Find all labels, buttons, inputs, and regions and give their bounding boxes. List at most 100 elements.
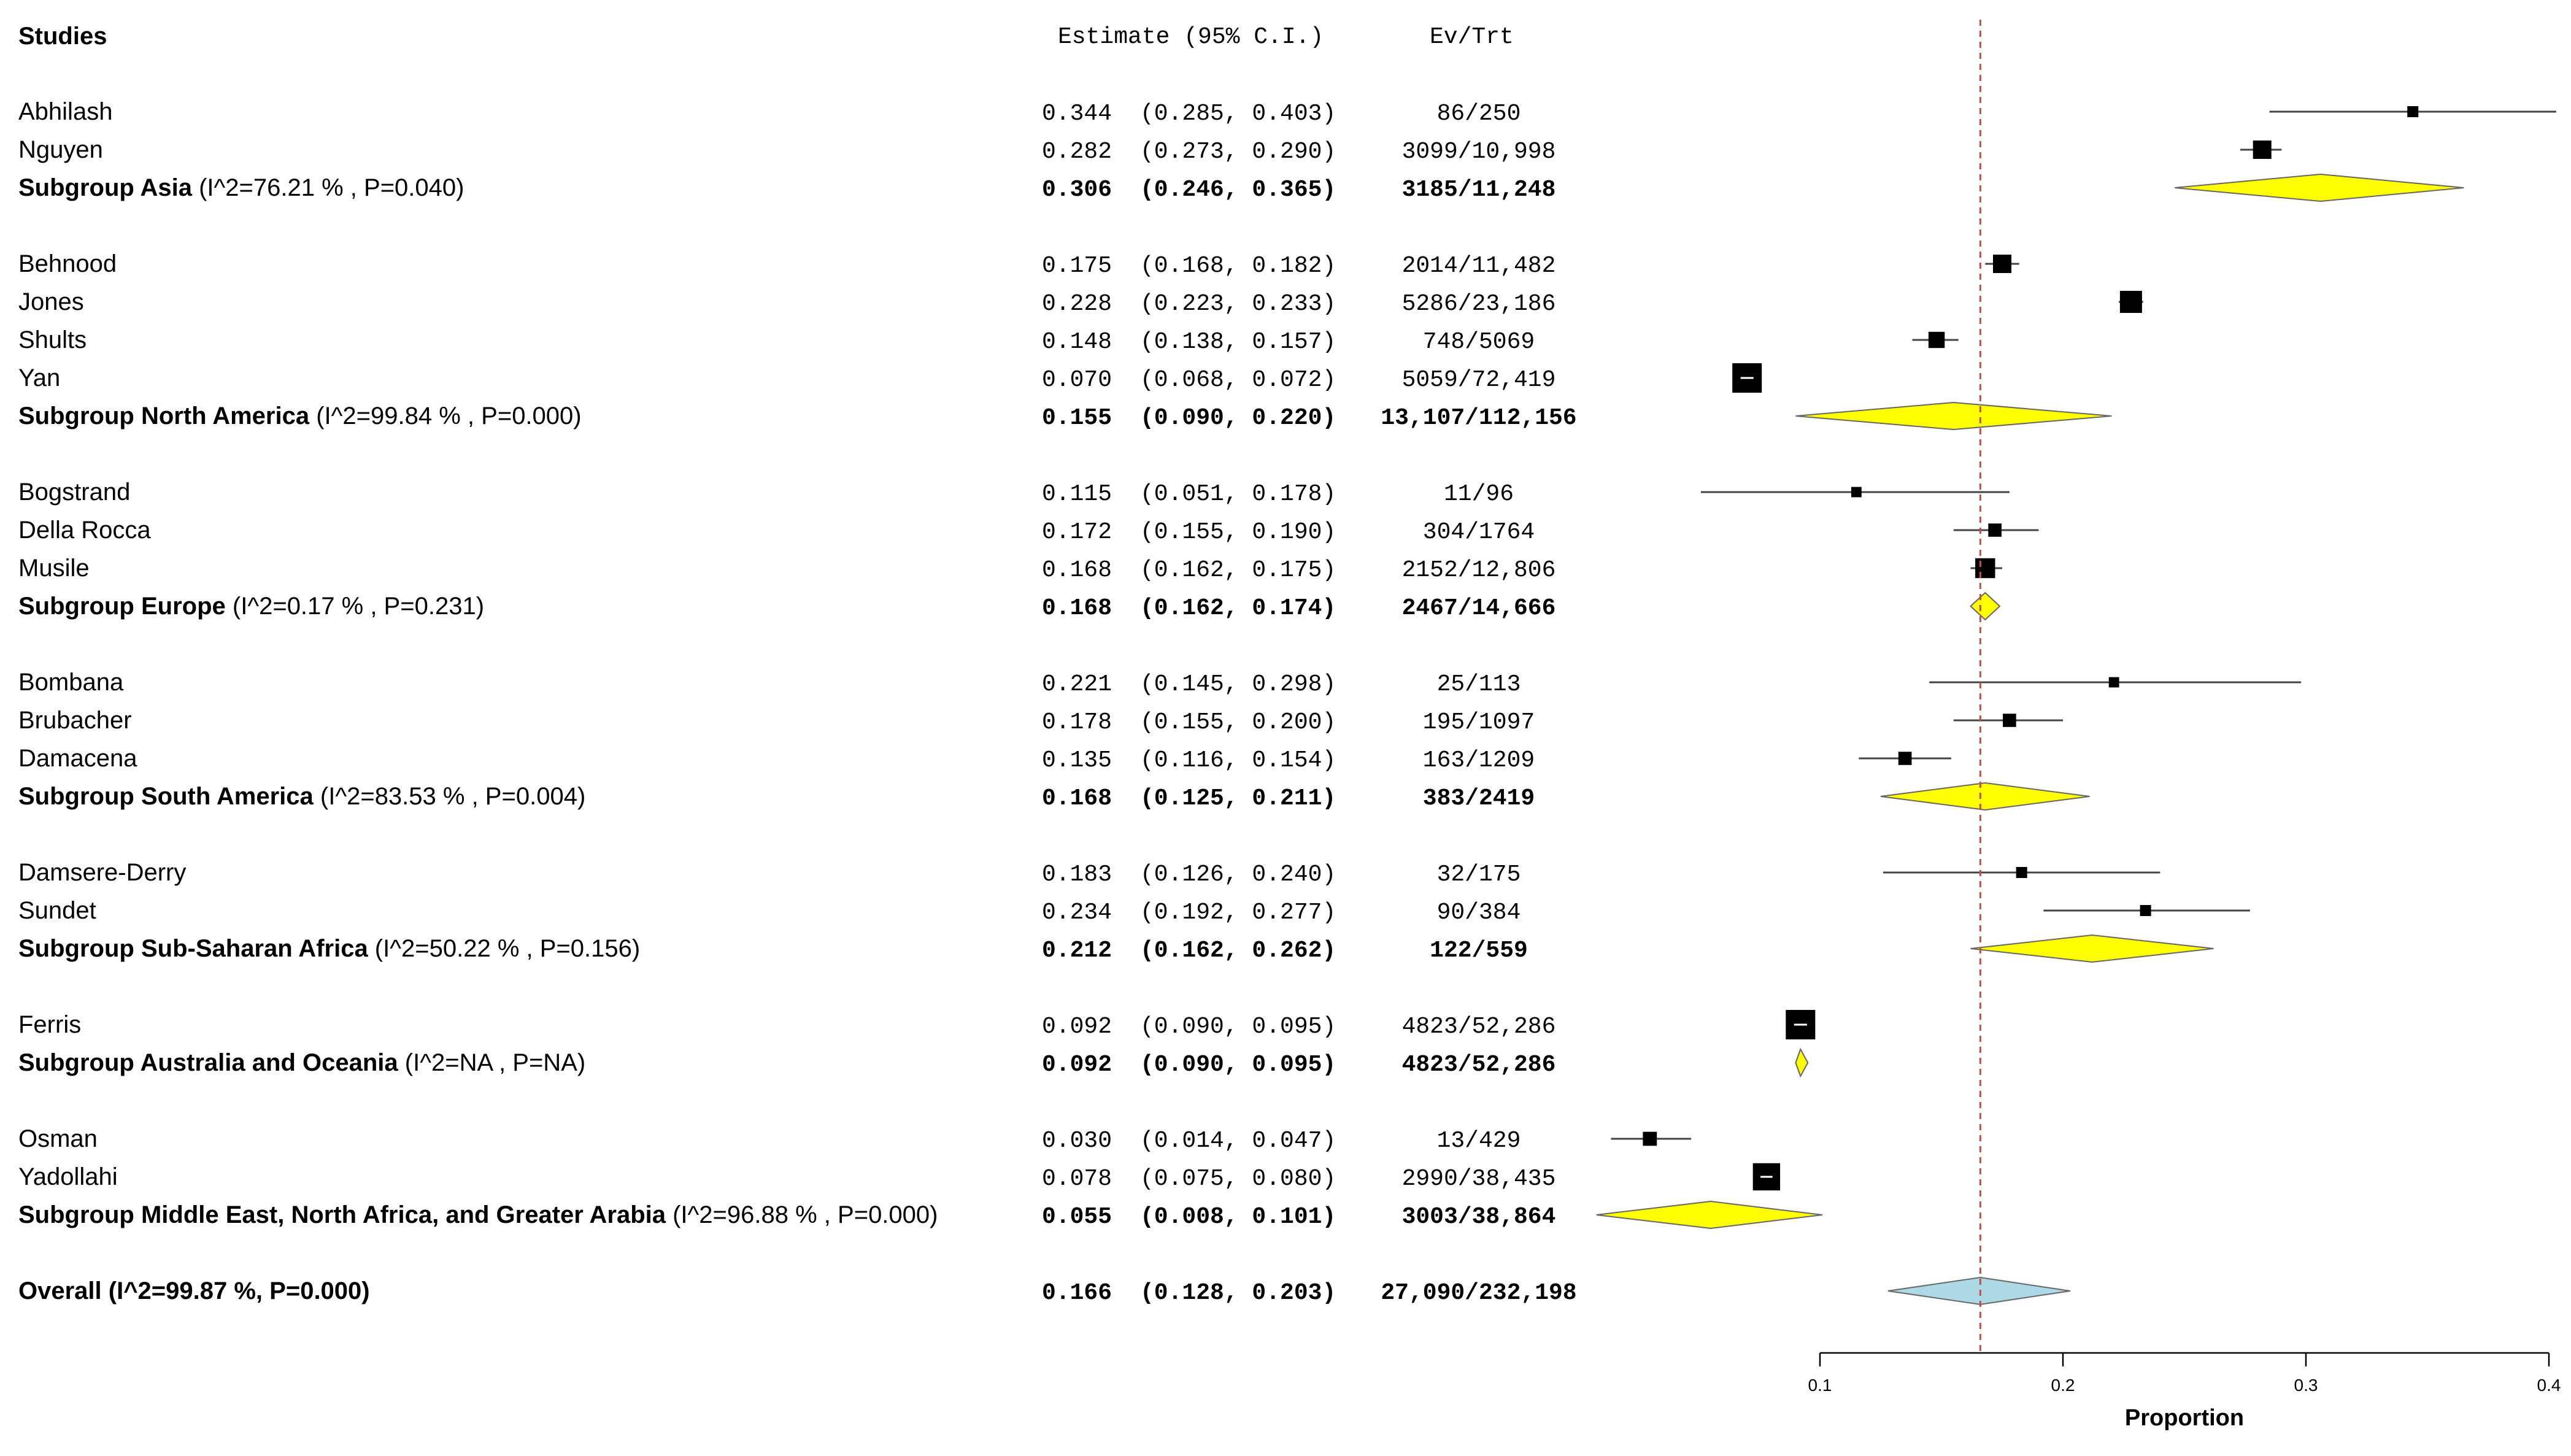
- subgroup-stats: (I^2=76.21 % , P=0.040): [192, 174, 464, 201]
- events-value: 90/384: [1437, 899, 1521, 926]
- estimate-value: 0.168: [1042, 785, 1112, 812]
- study-marker: [2253, 141, 2272, 159]
- study-label: Jones: [18, 288, 84, 315]
- estimate-value: 0.228: [1042, 291, 1112, 317]
- ci-value: (0.155, 0.190): [1140, 519, 1336, 545]
- subgroup-label: Subgroup Middle East, North Africa, and …: [18, 1201, 938, 1228]
- subgroup-label: Subgroup North America (I^2=99.84 % , P=…: [18, 403, 582, 429]
- row-label-text: Subgroup Middle East, North Africa, and …: [18, 1201, 666, 1228]
- study-label: Bombana: [18, 669, 124, 696]
- row-label-text: Ferris: [18, 1011, 81, 1038]
- estimate-value: 0.070: [1042, 367, 1112, 393]
- events-header: Ev/Trt: [1430, 24, 1514, 50]
- events-value: 3003/38,864: [1402, 1204, 1556, 1230]
- events-value: 4823/52,286: [1402, 1052, 1556, 1078]
- table-rows: Abhilash 0.344 (0.285, 0.403) 86/250 Nguyen 0…: [18, 98, 1577, 1306]
- estimate-value: 0.078: [1042, 1166, 1112, 1192]
- estimate-value: 0.166: [1042, 1280, 1112, 1306]
- estimate-value: 0.234: [1042, 899, 1112, 926]
- row-label-text: Abhilash: [18, 98, 112, 125]
- ci-value: (0.162, 0.175): [1140, 557, 1336, 584]
- ci-value: (0.008, 0.101): [1140, 1204, 1336, 1230]
- subgroup-label: Subgroup Sub-Saharan Africa (I^2=50.22 %…: [18, 935, 640, 962]
- study-marker: [1975, 558, 1995, 579]
- estimate-value: 0.178: [1042, 709, 1112, 736]
- column-headers: Studies Estimate (95% C.I.) Ev/Trt: [18, 23, 1514, 50]
- plot-area: [1596, 20, 2556, 1353]
- events-value: 11/96: [1444, 481, 1514, 507]
- row-label-text: Subgroup Asia: [18, 174, 193, 201]
- study-label: Bogstrand: [18, 479, 130, 506]
- study-label: Osman: [18, 1125, 98, 1152]
- study-label: Brubacher: [18, 707, 132, 734]
- estimate-value: 0.135: [1042, 747, 1112, 774]
- subgroup-diamond: [1880, 782, 2090, 811]
- study-label: Shults: [18, 326, 87, 353]
- events-value: 5286/23,186: [1402, 291, 1556, 317]
- row-label-text: Subgroup Australia and Oceania: [18, 1049, 398, 1076]
- overall-diamond: [1887, 1276, 2071, 1306]
- subgroup-diamond: [1795, 401, 2112, 431]
- subgroup-diamond: [1596, 1200, 1823, 1230]
- ci-value: (0.051, 0.178): [1140, 481, 1336, 507]
- study-label: Ferris: [18, 1011, 81, 1038]
- ci-value: (0.223, 0.233): [1140, 291, 1336, 317]
- ci-value: (0.162, 0.262): [1140, 938, 1336, 964]
- row-label-text: Damsere-Derry: [18, 859, 186, 886]
- events-value: 13/429: [1437, 1128, 1521, 1154]
- row-label-text: Musile: [18, 555, 90, 582]
- events-value: 86/250: [1437, 101, 1521, 127]
- studies-header: Studies: [18, 23, 107, 50]
- subgroup-diamond: [2175, 173, 2464, 202]
- estimate-value: 0.168: [1042, 557, 1112, 584]
- study-marker: [2016, 867, 2027, 878]
- subgroup-stats: (I^2=50.22 % , P=0.156): [368, 935, 641, 962]
- x-tick-label: 0.1: [1808, 1376, 1832, 1395]
- ci-value: (0.273, 0.290): [1140, 139, 1336, 165]
- estimate-value: 0.212: [1042, 938, 1112, 964]
- study-label: Damsere-Derry: [18, 859, 186, 886]
- ci-value: (0.075, 0.080): [1140, 1166, 1336, 1192]
- estimate-value: 0.092: [1042, 1014, 1112, 1040]
- study-label: Abhilash: [18, 98, 112, 125]
- estimate-value: 0.168: [1042, 595, 1112, 622]
- study-label: Della Rocca: [18, 517, 151, 544]
- subgroup-stats: (I^2=NA , P=NA): [398, 1049, 586, 1076]
- row-label-text: Behnood: [18, 250, 117, 277]
- estimate-value: 0.155: [1042, 405, 1112, 431]
- events-value: 3185/11,248: [1402, 177, 1556, 203]
- study-marker: [1851, 487, 1862, 498]
- study-label: Musile: [18, 555, 90, 582]
- estimate-value: 0.175: [1042, 253, 1112, 279]
- subgroup-label: Subgroup Europe (I^2=0.17 % , P=0.231): [18, 593, 484, 620]
- estimate-value: 0.172: [1042, 519, 1112, 545]
- row-label-text: Subgroup North America: [18, 403, 310, 429]
- study-marker: [1988, 523, 2002, 537]
- subgroup-stats: (I^2=83.53 % , P=0.004): [314, 783, 586, 810]
- ci-value: (0.285, 0.403): [1140, 101, 1336, 127]
- x-axis: 0.1 0.2 0.3 0.4 Proportion: [1808, 1352, 2561, 1431]
- study-marker: [2108, 677, 2119, 688]
- events-value: 5059/72,419: [1402, 367, 1556, 393]
- ci-value: (0.090, 0.095): [1140, 1014, 1336, 1040]
- row-label-text: Della Rocca: [18, 517, 151, 544]
- estimate-header: Estimate (95% C.I.): [1058, 24, 1324, 50]
- ci-value: (0.145, 0.298): [1140, 671, 1336, 698]
- row-label-text: Jones: [18, 288, 84, 315]
- ci-value: (0.090, 0.095): [1140, 1052, 1336, 1078]
- ci-value: (0.192, 0.277): [1140, 899, 1336, 926]
- row-label-text: Bombana: [18, 669, 124, 696]
- row-label-text: Yan: [18, 364, 60, 391]
- estimate-value: 0.306: [1042, 177, 1112, 203]
- x-tick-label: 0.4: [2537, 1376, 2561, 1395]
- events-value: 4823/52,286: [1402, 1014, 1556, 1040]
- x-tick-label: 0.2: [2051, 1376, 2075, 1395]
- row-label-text: Bogstrand: [18, 479, 130, 506]
- events-value: 383/2419: [1423, 785, 1535, 812]
- row-label-text: Brubacher: [18, 707, 132, 734]
- row-label-text: Subgroup Sub-Saharan Africa: [18, 935, 368, 962]
- ci-value: (0.126, 0.240): [1140, 861, 1336, 888]
- study-marker: [2119, 291, 2142, 313]
